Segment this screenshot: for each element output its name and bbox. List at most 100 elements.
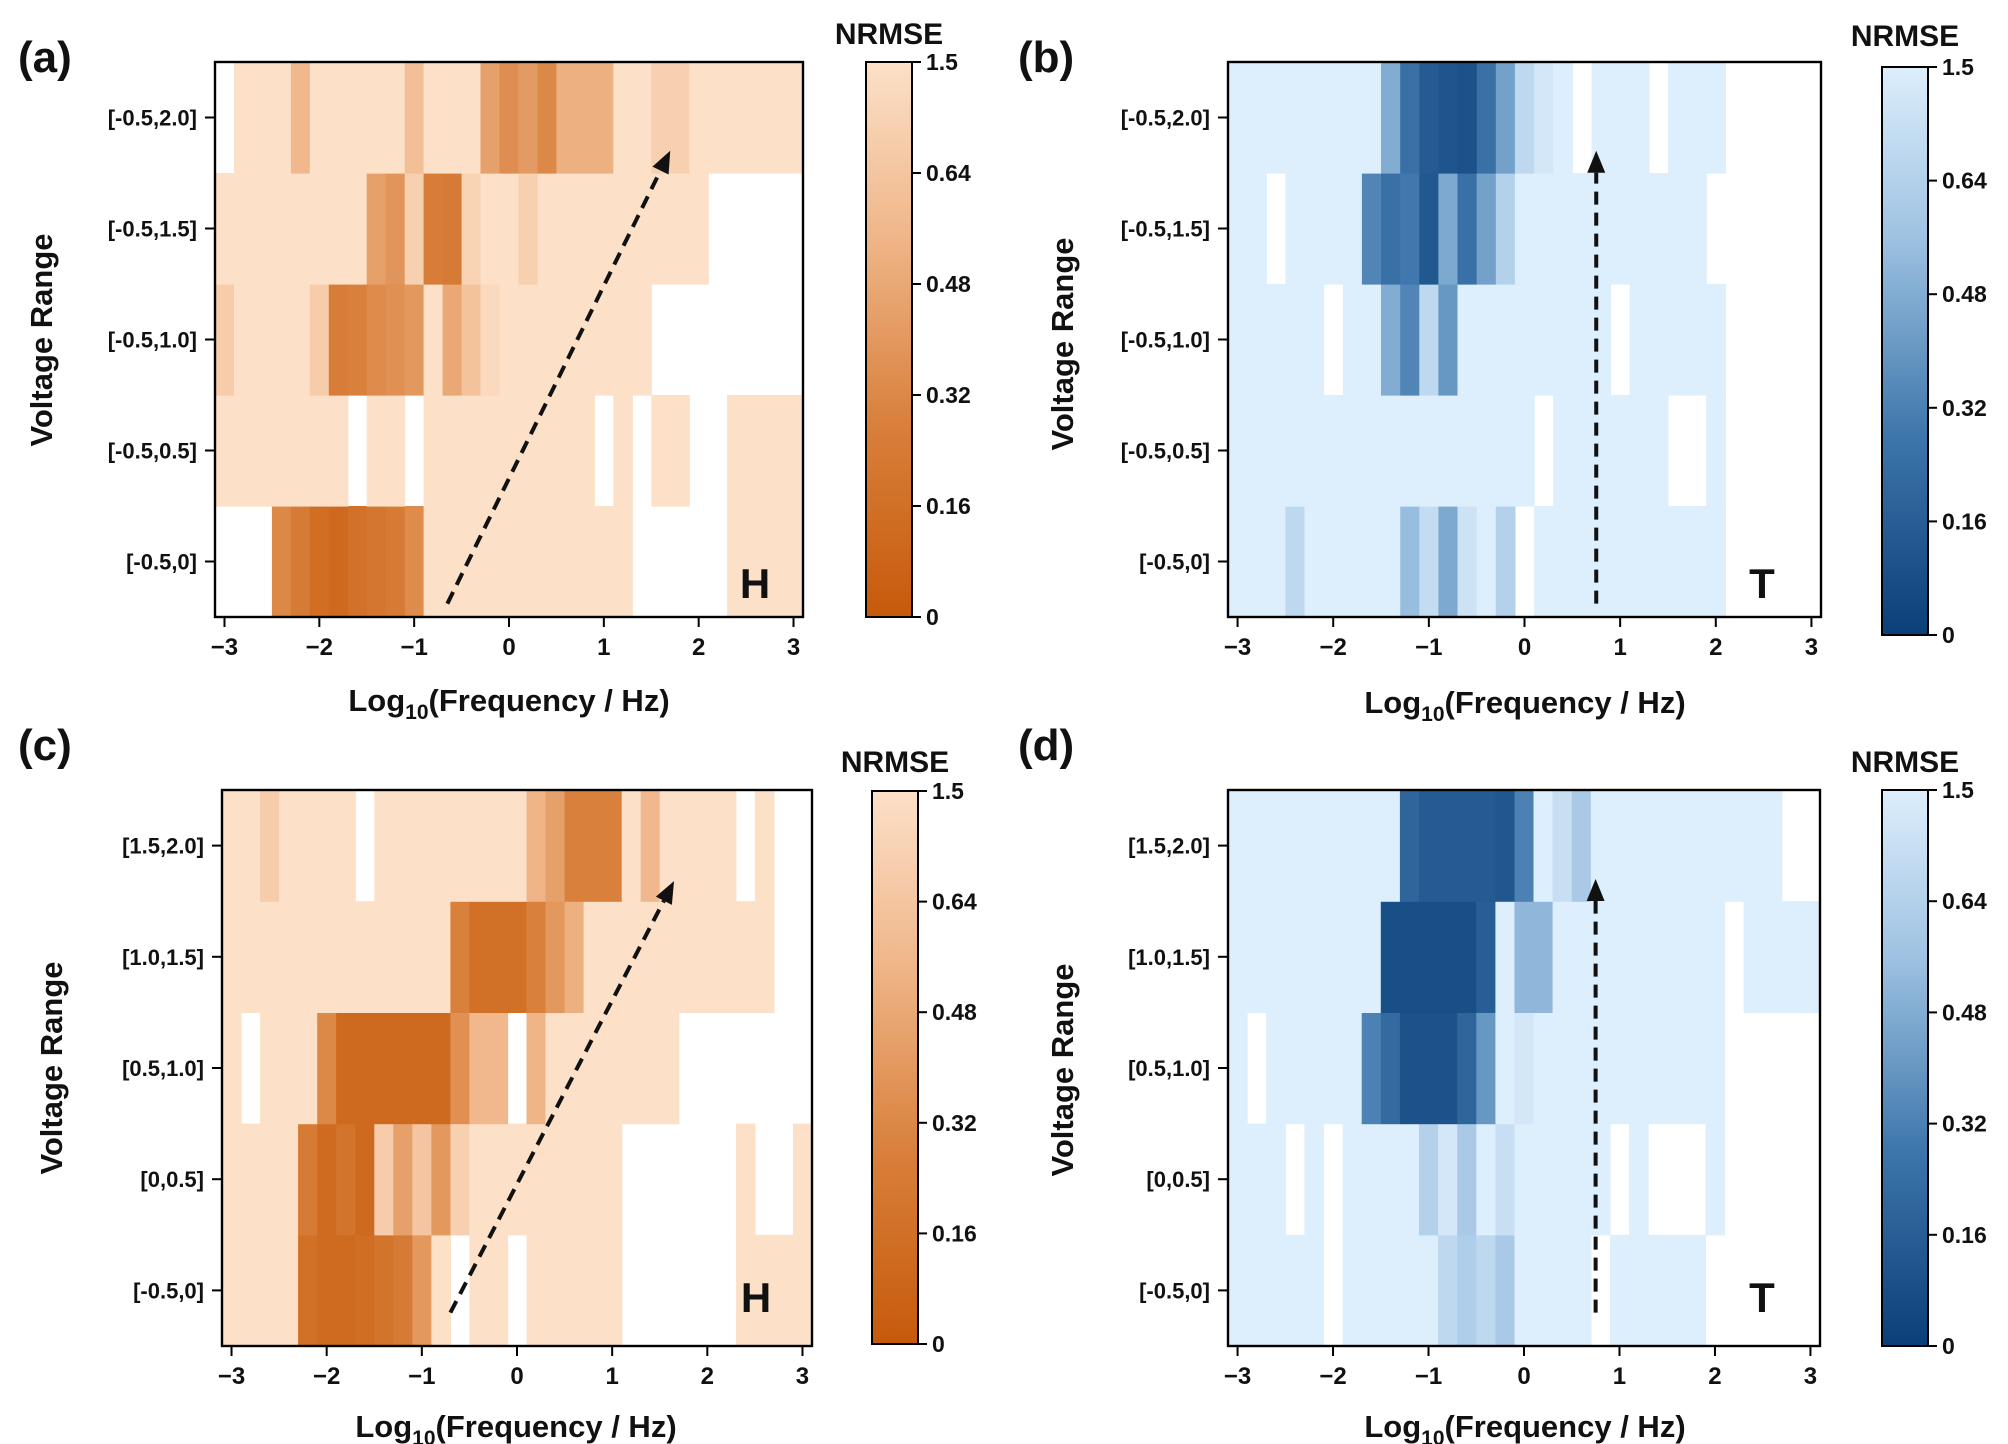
heatmap-cell xyxy=(1495,790,1516,902)
colorbar-tick-label: 0.48 xyxy=(932,999,977,1025)
colorbar-tick-label: 1.5 xyxy=(1942,777,1974,803)
trend-arrow-head xyxy=(1586,878,1605,901)
heatmap-cell xyxy=(537,173,709,285)
y-tick-label: [-0.5,0] xyxy=(126,550,197,575)
colorbar-gradient xyxy=(865,61,913,618)
heatmap-cell xyxy=(317,1123,337,1236)
heatmap-cell xyxy=(431,1123,451,1236)
heatmap-cell xyxy=(298,1234,318,1347)
x-tick-label: 3 xyxy=(1804,1363,1817,1390)
x-tick-label: 1 xyxy=(597,634,610,661)
heatmap-cell xyxy=(1342,284,1382,396)
heatmap-cell xyxy=(317,1012,337,1125)
heatmap-cell xyxy=(309,284,330,396)
heatmap-cell xyxy=(374,1123,394,1236)
heatmap-cell xyxy=(1228,901,1382,1013)
heatmap-cell xyxy=(461,173,482,285)
heatmap-cell xyxy=(366,173,387,285)
y-tick-label: [-0.5,1.5] xyxy=(1121,217,1210,242)
heatmap-cell xyxy=(1534,506,1726,618)
x-tick-label: 3 xyxy=(796,1363,809,1390)
corner-label: T xyxy=(1749,1274,1775,1321)
heatmap-cell xyxy=(1342,1234,1439,1347)
heatmap-cell xyxy=(526,901,547,1013)
heatmap-cell xyxy=(1438,1123,1458,1236)
heatmap-cell xyxy=(309,506,330,618)
x-tick-label: 2 xyxy=(701,1363,714,1390)
colorbar-gradient xyxy=(1881,66,1929,636)
heatmap-cell xyxy=(1457,1123,1477,1236)
y-tick-label: [0.5,1.0] xyxy=(122,1056,204,1081)
heatmap-cell xyxy=(480,62,501,174)
x-tick-label: −1 xyxy=(400,634,427,661)
x-tick-label: 1 xyxy=(605,1363,618,1390)
heatmap-cell xyxy=(1457,173,1478,285)
heatmap-cell xyxy=(1514,901,1554,1013)
colorbar-tick-label: 0.64 xyxy=(932,889,977,915)
heatmap-cell xyxy=(450,1123,470,1236)
heatmap-cell xyxy=(1285,506,1306,618)
colorbar-title: NRMSE xyxy=(1851,20,1959,53)
heatmap-cell xyxy=(1228,1012,1248,1125)
heatmap-cell xyxy=(1419,506,1439,618)
heatmap-cell xyxy=(234,62,292,174)
x-tick-label: −2 xyxy=(1320,634,1347,661)
colorbar-tick-label: 0.16 xyxy=(1942,508,1987,534)
heatmap-cell xyxy=(1457,1012,1477,1125)
x-tick-label: −1 xyxy=(1415,634,1442,661)
heatmap-cell xyxy=(545,1012,680,1125)
heatmap-cell xyxy=(1495,173,1516,285)
heatmap-cell xyxy=(1514,1234,1592,1347)
heatmap-cell xyxy=(1381,173,1401,285)
heatmap-cell xyxy=(290,506,311,618)
heatmap-cell xyxy=(450,1012,470,1125)
heatmap-cell xyxy=(1285,173,1363,285)
heatmap-cell xyxy=(423,506,633,618)
x-tick-label: 0 xyxy=(502,634,515,661)
x-tick-label: 2 xyxy=(1708,1363,1721,1390)
heatmap-cell xyxy=(480,284,501,396)
corner-label: H xyxy=(741,1274,771,1321)
heatmap-cell xyxy=(271,506,292,618)
x-tick-label: −1 xyxy=(1415,1363,1442,1390)
panel-b: (b) −3 −2 −1 0 1 2 3 [-0.5,0] [-0.5,0.5] [-0.5,1… xyxy=(1018,20,1987,726)
heatmap-cell xyxy=(651,62,690,174)
heatmap-cell xyxy=(260,1012,318,1125)
heatmap-cell xyxy=(1400,284,1420,396)
heatmap-cell xyxy=(461,284,482,396)
heatmap-cell xyxy=(621,790,642,902)
corner-label: H xyxy=(740,560,770,607)
heatmap-cell xyxy=(215,395,349,507)
heatmap-cell xyxy=(1400,173,1420,285)
heatmap-cell xyxy=(1399,1012,1458,1125)
heatmap-cell xyxy=(469,1012,509,1125)
x-axis-label: Log10(Frequency / Hz) xyxy=(355,1409,676,1444)
colorbar-tick-label: 1.5 xyxy=(932,778,964,804)
heatmap-cell xyxy=(1228,1234,1325,1347)
trend-arrow-shaft xyxy=(448,899,666,1314)
heatmap-cell xyxy=(1228,790,1401,902)
y-tick-label: [-0.5,1.0] xyxy=(108,328,197,353)
heatmap-cell xyxy=(1380,1012,1401,1125)
heatmap-cell xyxy=(1629,284,1726,396)
colorbar-tick-label: 0.32 xyxy=(1942,1111,1987,1137)
colorbar-tick-label: 1.5 xyxy=(1942,54,1974,80)
heatmap-cell xyxy=(298,1123,318,1236)
colorbar: NRMSE 0 0.16 0.32 0.48 0.64 1.5 xyxy=(1851,20,1987,648)
heatmap-cell xyxy=(1419,1123,1439,1236)
x-tick-label: 3 xyxy=(1805,634,1818,661)
y-tick-label: [1.0,1.5] xyxy=(122,945,204,970)
y-axis-label: Voltage Range xyxy=(34,961,69,1174)
heatmap-cell xyxy=(423,284,444,396)
heatmap-cell xyxy=(564,790,623,902)
y-axis-label: Voltage Range xyxy=(24,233,59,446)
heatmap-cell xyxy=(1629,1123,1649,1236)
heatmap-cell xyxy=(309,62,406,174)
trend-arrow-head xyxy=(652,150,671,175)
heatmap-cell xyxy=(1495,62,1516,174)
colorbar-tick-label: 0.48 xyxy=(1942,999,1987,1025)
heatmap-cell xyxy=(545,901,566,1013)
x-tick-label: −2 xyxy=(306,634,333,661)
heatmap-cell xyxy=(290,62,311,174)
